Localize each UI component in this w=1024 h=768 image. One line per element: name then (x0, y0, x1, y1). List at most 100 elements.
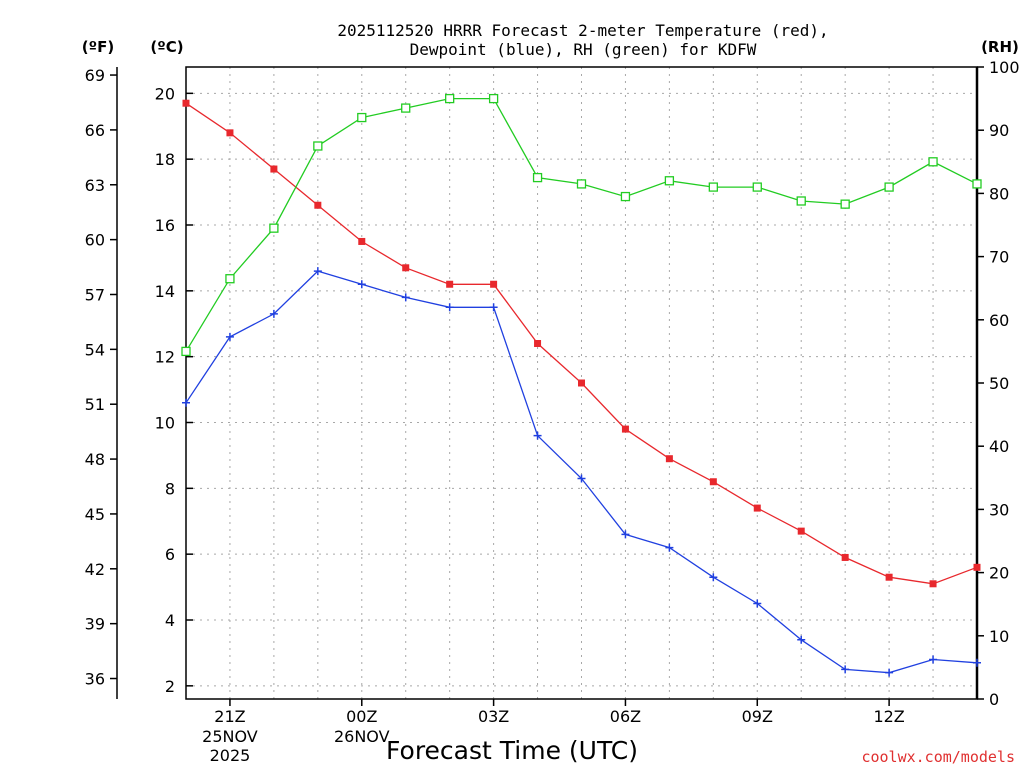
rh-point (972, 179, 982, 189)
celsius-tick-label: 6 (165, 545, 175, 564)
celsius-tick-label: 16 (155, 216, 175, 235)
dewpoint-point (753, 599, 762, 608)
rh-tick-label: 70 (989, 248, 1009, 267)
temperature-point (665, 455, 673, 463)
fahrenheit-tick-label: 51 (85, 395, 105, 414)
dewpoint-line (185, 270, 978, 674)
temperature-point (797, 527, 805, 535)
rh-tick-label: 80 (989, 184, 1009, 203)
fahrenheit-tick-label: 69 (85, 66, 105, 85)
dewpoint-point (973, 658, 981, 667)
temperature-line (185, 102, 978, 585)
rh-tick-label: 50 (989, 374, 1009, 393)
temperature-point (709, 478, 717, 486)
axes (116, 66, 979, 700)
temperature-point (446, 280, 454, 288)
rh-point (488, 93, 499, 104)
dewpoint-point (709, 573, 718, 582)
temperature-point (578, 379, 585, 387)
rh-point (708, 182, 718, 192)
celsius-tick-label: 2 (165, 677, 175, 696)
fahrenheit-tick-label: 39 (85, 615, 105, 634)
dewpoint-point (225, 332, 234, 341)
rh-tick-label: 90 (989, 121, 1009, 140)
rh-point (840, 199, 850, 209)
dewpoint-point (577, 474, 586, 483)
rh-point (532, 172, 543, 183)
dewpoint-point (269, 309, 278, 318)
dewpoint-point (797, 635, 806, 644)
fahrenheit-tick-label: 36 (85, 670, 105, 689)
temperature-point (226, 129, 234, 137)
fahrenheit-tick-label: 45 (85, 505, 105, 524)
fahrenheit-tick-label: 63 (85, 176, 105, 195)
celsius-tick-label: 14 (155, 282, 175, 301)
chart-title-line1: 2025112520 HRRR Forecast 2-meter Tempera… (337, 21, 828, 40)
rh-point (269, 223, 279, 233)
fahrenheit-tick-label: 48 (85, 450, 105, 469)
dewpoint-point (533, 431, 542, 440)
rh-point (620, 191, 631, 202)
rh-point (445, 93, 455, 104)
temperature-point (490, 280, 498, 288)
dewpoint-point (665, 543, 674, 552)
time-tick-label: 21Z (214, 707, 245, 726)
rh-tick-label: 40 (989, 437, 1009, 456)
rh-tick-label: 30 (989, 500, 1009, 519)
temperature-point (314, 201, 322, 209)
celsius-tick-label: 20 (155, 84, 175, 103)
dewpoint-point (489, 303, 498, 312)
time-tick-label: 12Z (873, 707, 904, 726)
time-tick-date: 25NOV (202, 727, 258, 746)
rh-point (664, 176, 675, 186)
temperature-point (929, 580, 937, 588)
temperature-point (402, 264, 410, 272)
rh-point (752, 182, 762, 192)
fahrenheit-tick-label: 60 (85, 231, 105, 250)
dewpoint-point (182, 398, 190, 407)
x-axis-label: Forecast Time (UTC) (386, 736, 638, 765)
rh-point (796, 196, 806, 206)
celsius-tick-label: 4 (165, 611, 175, 630)
time-tick-label: 03Z (478, 707, 509, 726)
temperature-point (270, 165, 278, 173)
rh-point (884, 182, 894, 192)
unit-label-celsius: (ºC) (150, 38, 183, 56)
dewpoint-point (401, 293, 410, 302)
dewpoint-point (885, 668, 894, 677)
grid-lines (186, 67, 977, 699)
rh-tick-label: 0 (989, 690, 999, 709)
rh-point (401, 103, 411, 113)
celsius-tick-label: 18 (155, 150, 175, 169)
time-tick-label: 09Z (742, 707, 773, 726)
rh-point (928, 157, 938, 167)
rh-axis: 0 10 20 30 40 50 60 70 80 90 100 (977, 58, 1020, 709)
rh-tick-label: 10 (989, 627, 1009, 646)
series-group (181, 93, 982, 677)
fahrenheit-axis: 36 39 42 45 48 51 54 57 60 63 66 69 (85, 66, 117, 689)
dewpoint-point (841, 665, 850, 674)
rh-point (181, 346, 191, 357)
rh-tick-label: 60 (989, 311, 1009, 330)
rh-point (225, 274, 235, 284)
temperature-point (534, 340, 542, 347)
unit-label-fahrenheit: (ºF) (82, 38, 114, 56)
rh-tick-label: 100 (989, 58, 1020, 77)
temperature-point (753, 504, 761, 512)
temperature-point (621, 425, 629, 433)
rh-point (313, 141, 323, 151)
time-tick-year: 2025 (210, 746, 251, 765)
temperature-point (358, 237, 366, 245)
temperature-point (182, 99, 190, 107)
time-tick-label: 00Z (346, 707, 377, 726)
celsius-axis: 2 4 6 8 10 12 14 16 18 20 (155, 84, 193, 696)
dewpoint-point (621, 530, 630, 539)
watermark: coolwx.com/models (861, 748, 1015, 766)
celsius-tick-label: 10 (155, 414, 175, 433)
dewpoint-point (929, 655, 938, 664)
temperature-point (841, 553, 849, 561)
unit-label-rh: (RH) (981, 38, 1019, 56)
chart-title-line2: Dewpoint (blue), RH (green) for KDFW (410, 40, 757, 59)
